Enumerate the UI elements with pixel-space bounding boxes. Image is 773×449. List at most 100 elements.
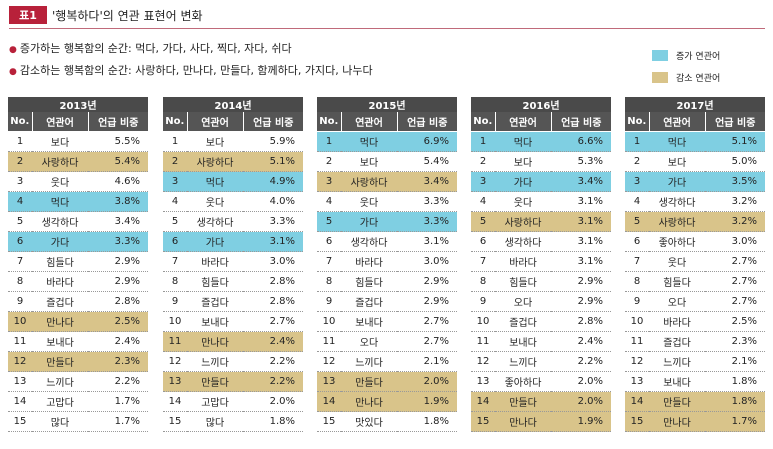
share-cell: 3.2%: [705, 191, 766, 212]
table-row: 3 사랑하다 3.4%: [317, 171, 458, 192]
table-row: 15 만나다 1.7%: [625, 411, 766, 432]
share-cell: 3.1%: [551, 211, 612, 232]
table-row: 9 즐겁다 2.9%: [317, 291, 458, 312]
table-row: 11 만나다 2.4%: [163, 331, 304, 352]
rank-cell: 4: [471, 191, 495, 212]
word-cell: 고맙다: [187, 391, 243, 412]
column-header-word: 연관어: [494, 112, 551, 132]
table-row: 13 느끼다 2.2%: [8, 371, 149, 392]
bullet-icon: ●: [9, 45, 17, 55]
bullet-icon: ●: [9, 67, 17, 77]
table-row: 13 만들다 2.0%: [317, 371, 458, 392]
year-label: 2017년: [625, 97, 766, 112]
year-header-row: 2016년: [471, 97, 612, 112]
column-header-no: No.: [8, 112, 32, 132]
column-header-word: 연관어: [186, 112, 243, 132]
table-row: 1 보다 5.9%: [163, 131, 304, 152]
table-row: 7 바라다 3.0%: [317, 251, 458, 272]
word-cell: 보내다: [32, 331, 88, 352]
rank-cell: 9: [317, 291, 341, 312]
rank-cell: 5: [317, 211, 341, 232]
table-row: 4 웃다 3.1%: [471, 191, 612, 212]
table-row: 2 보다 5.3%: [471, 151, 612, 172]
column-header-word: 연관어: [31, 112, 88, 132]
share-cell: 2.9%: [397, 271, 458, 292]
table-row: 2 보다 5.4%: [317, 151, 458, 172]
rank-cell: 2: [317, 151, 341, 172]
share-cell: 2.4%: [88, 331, 149, 352]
rank-cell: 14: [8, 391, 32, 412]
word-cell: 즐겁다: [495, 311, 551, 332]
word-cell: 많다: [187, 411, 243, 432]
word-cell: 즐겁다: [32, 291, 88, 312]
rank-cell: 15: [163, 411, 187, 432]
word-cell: 좋아하다: [495, 371, 551, 392]
table-row: 12 만들다 2.3%: [8, 351, 149, 372]
share-cell: 2.2%: [243, 351, 304, 372]
table-row: 12 느끼다 2.2%: [471, 351, 612, 372]
rank-cell: 5: [625, 211, 649, 232]
table-row: 1 먹다 5.1%: [625, 131, 766, 152]
table-number-badge: 표1: [9, 6, 47, 24]
column-header-row: No. 연관어 언급 비중: [471, 112, 612, 132]
rank-cell: 11: [163, 331, 187, 352]
word-cell: 먹다: [495, 131, 551, 152]
word-cell: 힘들다: [32, 251, 88, 272]
share-cell: 3.1%: [243, 231, 304, 252]
rank-cell: 2: [625, 151, 649, 172]
table-row: 14 만나다 1.9%: [317, 391, 458, 412]
word-cell: 맛있다: [341, 411, 397, 432]
table-row: 13 보내다 1.8%: [625, 371, 766, 392]
share-cell: 2.1%: [705, 351, 766, 372]
word-cell: 만들다: [341, 371, 397, 392]
table-row: 12 느끼다 2.2%: [163, 351, 304, 372]
word-cell: 오다: [495, 291, 551, 312]
table-row: 8 힘들다 2.9%: [317, 271, 458, 292]
year-header-row: 2015년: [317, 97, 458, 112]
rank-cell: 8: [317, 271, 341, 292]
table-row: 3 먹다 4.9%: [163, 171, 304, 192]
share-cell: 3.3%: [397, 191, 458, 212]
table-row: 15 많다 1.8%: [163, 411, 304, 432]
word-cell: 많다: [32, 411, 88, 432]
rank-cell: 12: [317, 351, 341, 372]
table-row: 1 먹다 6.6%: [471, 131, 612, 152]
share-cell: 2.7%: [705, 291, 766, 312]
rank-cell: 7: [317, 251, 341, 272]
word-cell: 바라다: [341, 251, 397, 272]
legend-decrease-swatch: [652, 71, 668, 83]
share-cell: 2.2%: [243, 371, 304, 392]
decrease-note-text: 감소하는 행복함의 순간: 사랑하다, 만나다, 만들다, 함께하다, 가지다,…: [19, 64, 373, 77]
rank-cell: 4: [163, 191, 187, 212]
table-row: 10 보내다 2.7%: [317, 311, 458, 332]
year-table: 2017년 No. 연관어 언급 비중 1 먹다 5.1% 2 보다 5.0% 3 가다 3.5% 4 생각…: [625, 97, 766, 432]
table-row: 5 가다 3.3%: [317, 211, 458, 232]
rank-cell: 3: [625, 171, 649, 192]
share-cell: 2.4%: [551, 331, 612, 352]
legend-increase-swatch: [652, 49, 668, 61]
word-cell: 가다: [341, 211, 397, 232]
share-cell: 1.7%: [705, 411, 766, 432]
word-cell: 좋아하다: [649, 231, 705, 252]
share-cell: 1.7%: [88, 391, 149, 412]
column-header-word: 연관어: [648, 112, 705, 132]
word-cell: 생각하다: [187, 211, 243, 232]
legend-decrease: 감소 연관어: [652, 70, 720, 84]
year-table: 2016년 No. 연관어 언급 비중 1 먹다 6.6% 2 보다 5.3% 3 가다 3.4% 4 웃다…: [471, 97, 612, 432]
rank-cell: 1: [8, 131, 32, 152]
table-row: 2 보다 5.0%: [625, 151, 766, 172]
rank-cell: 7: [163, 251, 187, 272]
rank-cell: 11: [8, 331, 32, 352]
table-row: 11 보내다 2.4%: [471, 331, 612, 352]
word-cell: 먹다: [649, 131, 705, 152]
share-cell: 3.4%: [551, 171, 612, 192]
rank-cell: 14: [471, 391, 495, 412]
rank-cell: 15: [471, 411, 495, 432]
word-cell: 사랑하다: [32, 151, 88, 172]
word-cell: 만들다: [32, 351, 88, 372]
word-cell: 느끼다: [495, 351, 551, 372]
rank-cell: 10: [625, 311, 649, 332]
rank-cell: 2: [8, 151, 32, 172]
share-cell: 3.4%: [397, 171, 458, 192]
title-divider: [9, 28, 765, 29]
